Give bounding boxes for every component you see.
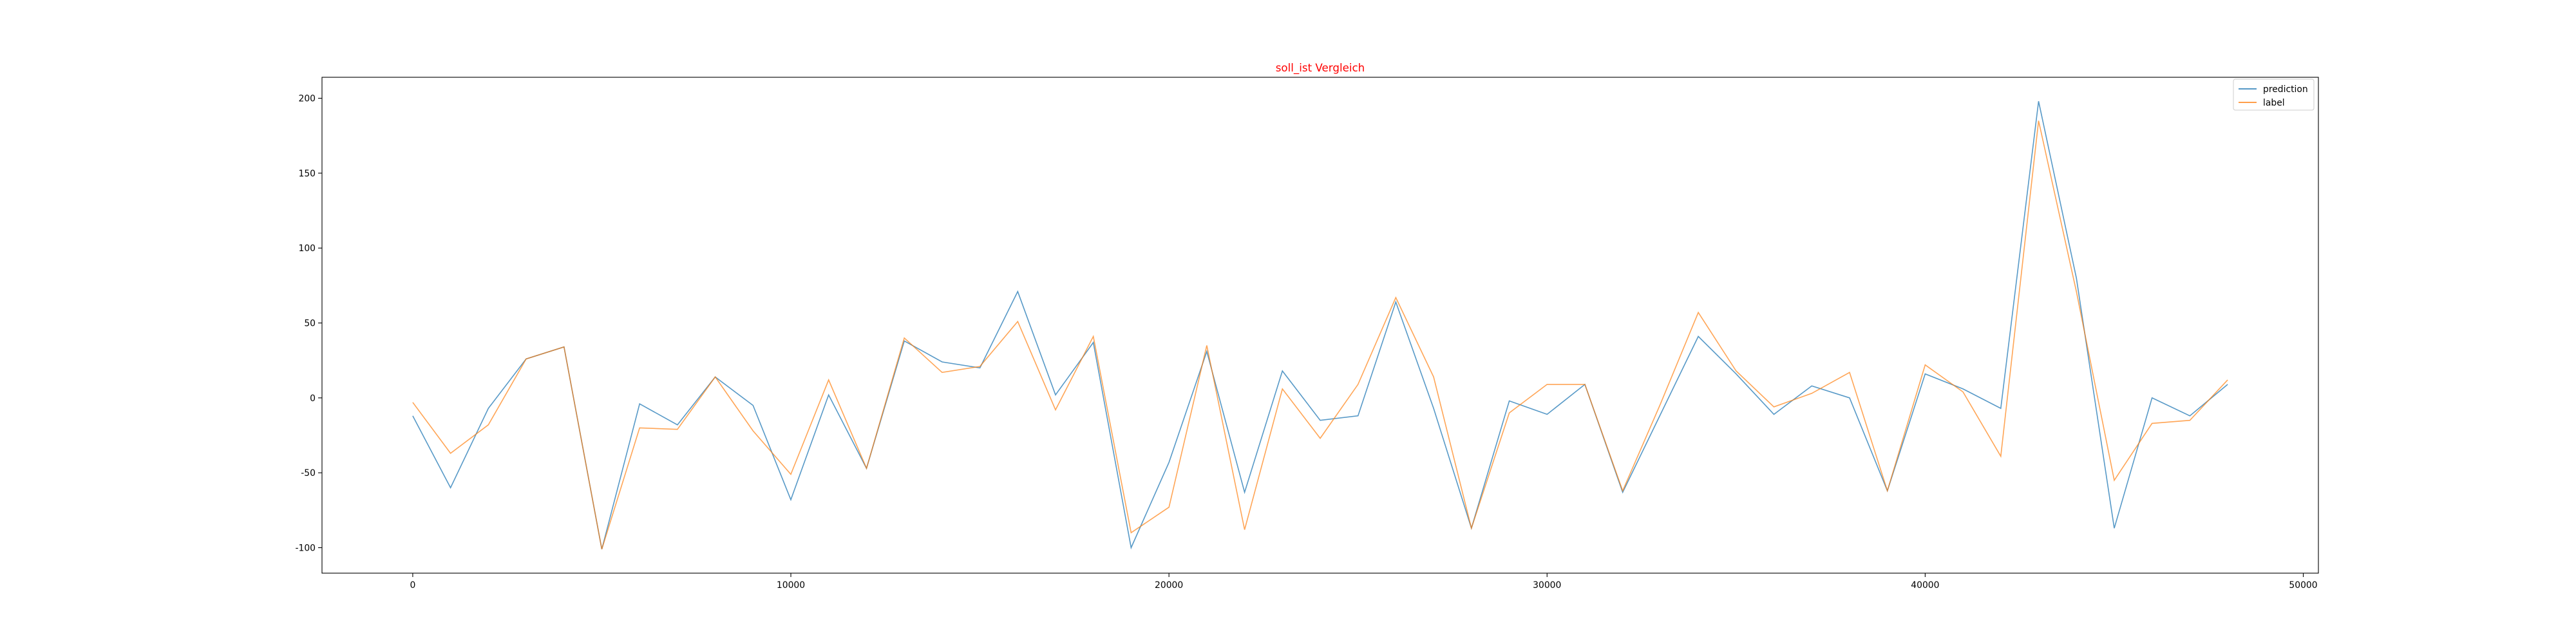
- x-tick-label: 30000: [1533, 580, 1561, 591]
- x-axis: 0 10000 20000 30000 40000 50000: [410, 573, 2318, 591]
- x-tick-label: 50000: [2289, 580, 2317, 591]
- x-tick-label: 40000: [1911, 580, 1939, 591]
- y-tick-label: 100: [298, 243, 316, 254]
- y-axis: -100 -50 0 50 100 150 200: [295, 94, 322, 553]
- y-tick-label: 50: [304, 319, 316, 329]
- y-tick-label: 200: [298, 94, 316, 104]
- plot-area: [322, 77, 2318, 573]
- series-line-label: [412, 120, 2228, 550]
- x-tick-label: 10000: [777, 580, 805, 591]
- x-tick-label: 20000: [1155, 580, 1183, 591]
- y-tick-label: 150: [298, 169, 316, 179]
- plot-frame: [321, 77, 2319, 574]
- series-lines: [412, 101, 2228, 550]
- y-tick-label: -100: [295, 543, 316, 553]
- legend-label-label: label: [2263, 98, 2285, 108]
- legend-label-prediction: prediction: [2263, 84, 2308, 95]
- chart-title: soll_ist Vergleich: [1276, 61, 1365, 75]
- y-tick-label: -50: [301, 468, 316, 478]
- y-tick-label: 0: [310, 393, 316, 404]
- legend: prediction label: [2233, 79, 2315, 111]
- x-tick-label: 0: [410, 580, 415, 591]
